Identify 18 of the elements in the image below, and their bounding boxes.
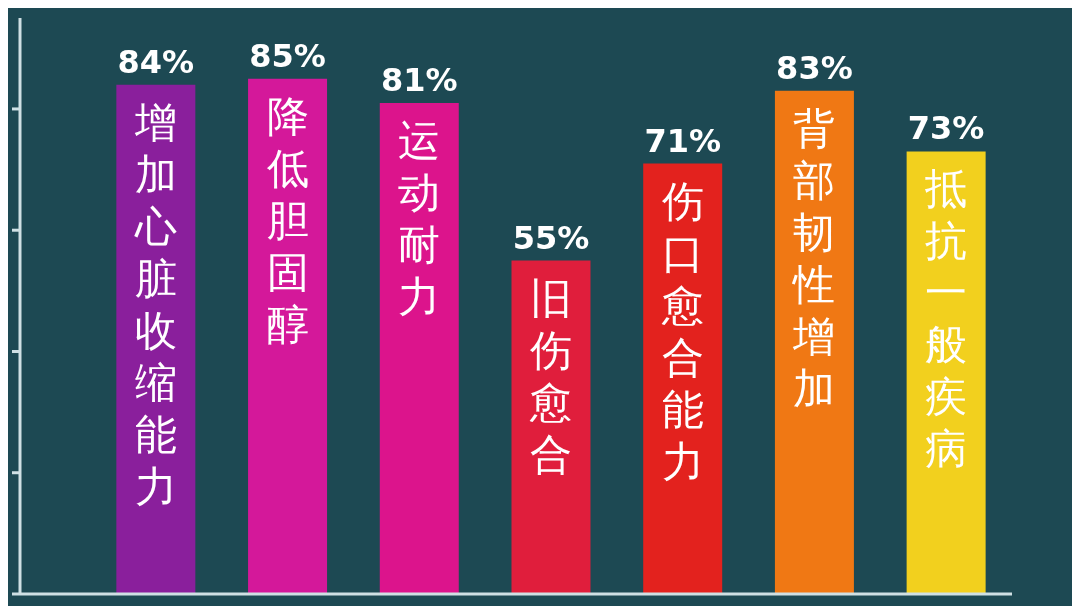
bar bbox=[906, 151, 986, 594]
x-tick-label: 增加心脏收缩能力 bbox=[133, 97, 177, 511]
data-label: 83% bbox=[776, 48, 853, 87]
data-label: 73% bbox=[907, 109, 985, 148]
data-label: 85% bbox=[249, 36, 326, 75]
data-label: 71% bbox=[644, 121, 721, 160]
x-tick-label: 旧伤愈合 bbox=[528, 273, 572, 479]
bar bbox=[248, 78, 328, 594]
x-tick-label: 降低胆固醇 bbox=[266, 91, 309, 349]
bar bbox=[511, 260, 591, 594]
bar bbox=[379, 102, 459, 594]
x-tick-label: 运动耐力 bbox=[398, 115, 441, 321]
x-tick-label: 抵抗一般疾病 bbox=[924, 164, 968, 474]
data-label: 81% bbox=[380, 60, 458, 99]
data-label: 84% bbox=[117, 42, 195, 81]
x-tick-label: 伤口愈合能力 bbox=[660, 176, 704, 486]
x-tick-label: 背部韧性增加 bbox=[791, 103, 836, 413]
data-label: 55% bbox=[512, 218, 590, 257]
